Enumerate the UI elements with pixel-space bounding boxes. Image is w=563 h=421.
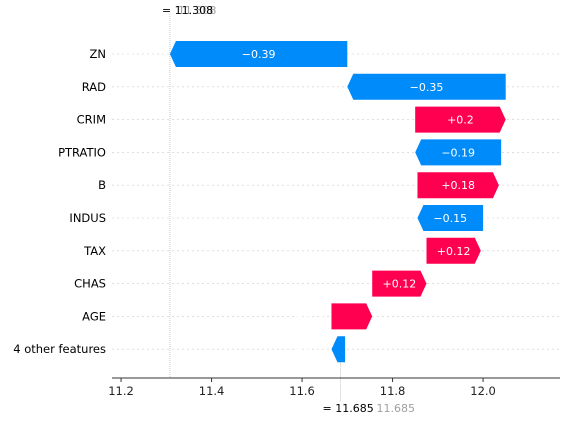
bar-value-label: +0.12 bbox=[437, 245, 471, 258]
x-tick-label: 12.0 bbox=[470, 384, 496, 398]
feature-name-label: B bbox=[98, 178, 106, 192]
feature-name-label: INDUS bbox=[69, 211, 106, 225]
base-value-label: = 11.308 bbox=[162, 4, 213, 17]
bar-value-label: +0.2 bbox=[447, 114, 474, 127]
feature-bar bbox=[169, 41, 348, 67]
feature-bar bbox=[426, 237, 481, 264]
reference-lines bbox=[169, 14, 341, 402]
feature-bar bbox=[347, 73, 506, 100]
bar-value-label: −0.15 bbox=[433, 212, 467, 225]
feature-bars: −0.39 −0.35 +0.2 −0.19 +0.18 −0.15 +0.12 +0.12 +… bbox=[169, 41, 506, 363]
bar-value-label: −0.03 bbox=[294, 343, 328, 356]
final-value-label: = 11.685 bbox=[323, 402, 374, 415]
bar-value-label: +0.18 bbox=[441, 179, 475, 192]
feature-bar bbox=[331, 336, 346, 363]
bar-value-label: −0.35 bbox=[410, 81, 444, 94]
feature-labels: ZN RAD CRIM PTRATIO B INDUS TAX CHAS AGE 4 other … bbox=[13, 47, 106, 356]
feature-name-label: 4 other features bbox=[13, 342, 106, 356]
feature-name-label: ZN bbox=[90, 47, 106, 61]
feature-bar bbox=[415, 139, 502, 166]
feature-name-label: AGE bbox=[82, 309, 106, 323]
final-value-ghost-label: 11.685 bbox=[377, 402, 416, 415]
x-axis: 11.2 11.4 11.6 11.8 12.0 bbox=[108, 377, 560, 398]
base-value-ghost-label: 11.308 bbox=[178, 4, 217, 17]
bar-value-label: −0.39 bbox=[242, 48, 276, 61]
feature-name-label: TAX bbox=[83, 244, 106, 258]
bar-value-label: −0.19 bbox=[441, 146, 475, 159]
feature-bar bbox=[415, 106, 506, 133]
x-tick-label: 11.4 bbox=[199, 384, 225, 398]
feature-name-label: PTRATIO bbox=[58, 145, 106, 159]
feature-name-label: CRIM bbox=[77, 113, 106, 127]
x-tick-label: 11.8 bbox=[380, 384, 406, 398]
feature-name-label: RAD bbox=[82, 80, 106, 94]
value-annotations: 11.308= 11.308 11.685= 11.685 bbox=[162, 4, 415, 415]
feature-bar bbox=[331, 303, 373, 330]
bar-value-label: +0.12 bbox=[382, 278, 416, 291]
feature-bar bbox=[372, 270, 427, 297]
x-tick-label: 11.2 bbox=[108, 384, 134, 398]
bar-value-label: +0.09 bbox=[294, 310, 328, 323]
feature-bar bbox=[417, 205, 484, 231]
feature-bar bbox=[417, 172, 499, 199]
feature-name-label: CHAS bbox=[74, 277, 106, 291]
x-tick-label: 11.6 bbox=[289, 384, 315, 398]
